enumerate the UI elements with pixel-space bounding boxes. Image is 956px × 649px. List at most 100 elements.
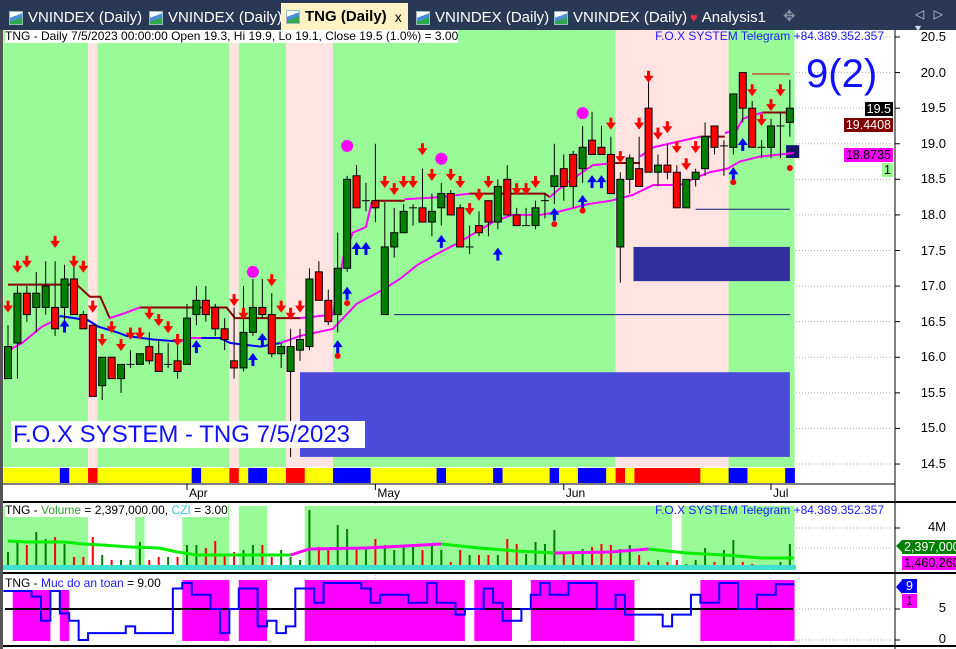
candle-body — [644, 107, 653, 173]
plus-icon[interactable]: ✥ — [783, 8, 796, 25]
sell-arrow-icon — [285, 307, 296, 320]
price-axis-label: 18.0 — [920, 206, 946, 222]
tab-vnindex-2[interactable]: VNINDEX (Daily) — [144, 5, 282, 30]
candle-body — [418, 207, 427, 223]
volume-ma-line — [723, 553, 762, 560]
sell-arrow-icon — [266, 274, 277, 287]
indicator-line-stop — [8, 283, 111, 319]
sell-arrow-icon — [153, 314, 164, 327]
signal-strip-cell — [342, 468, 353, 483]
price-axis-label: 20.5 — [920, 29, 946, 44]
signal-strip-cell — [163, 468, 174, 483]
candle-body — [597, 146, 606, 155]
signal-dot — [579, 207, 586, 214]
tab-tng[interactable]: TNG (Daily) x — [281, 3, 408, 30]
sell-arrow-icon — [276, 300, 287, 313]
sell-arrow-icon — [747, 84, 758, 97]
signal-strip-cell — [643, 468, 654, 483]
volume-ma-line — [64, 540, 84, 546]
signal-strip-cell — [88, 468, 98, 483]
safety-line — [3, 581, 795, 641]
candle-body — [107, 356, 116, 380]
signal-strip-cell — [549, 468, 560, 483]
candle-body — [371, 200, 380, 209]
candle-body — [239, 331, 248, 369]
candle-body — [701, 136, 710, 170]
signal-circle — [341, 139, 354, 152]
signal-strip-cell — [219, 468, 230, 483]
signal-strip-cell — [125, 468, 136, 483]
safety-zone — [59, 580, 70, 641]
candle-body — [691, 171, 700, 180]
price-axis-label: 14.5 — [920, 456, 946, 472]
close-tab-icon[interactable]: x — [394, 8, 402, 25]
volume-ma-line — [516, 549, 555, 555]
chart-icon — [149, 10, 163, 25]
tab-vnindex-1[interactable]: VNINDEX (Daily) — [4, 5, 142, 30]
tab-analysis1[interactable]: ♥ Analysis1 — [686, 5, 766, 30]
candle-body — [69, 278, 78, 316]
safety-zone — [530, 580, 635, 641]
zone-box — [633, 246, 790, 282]
sell-arrow-icon — [690, 141, 701, 154]
close-price-tag: 19.5 — [864, 102, 893, 116]
safety-zone — [182, 580, 230, 641]
signal-strip-cell — [493, 468, 503, 483]
volume-ma-line — [686, 551, 724, 557]
sell-arrow-icon — [398, 176, 409, 189]
signal-strip-cell — [511, 468, 522, 483]
signal-strip-cell — [50, 468, 61, 483]
indicator-line-support — [59, 314, 181, 343]
candle-body — [625, 157, 634, 180]
signal-strip-cell — [370, 468, 381, 483]
buy-arrow-icon — [737, 138, 748, 152]
chart-icon — [554, 10, 568, 25]
sell-arrow-icon — [172, 334, 183, 347]
candle-body — [437, 193, 446, 209]
sell-arrow-icon — [163, 321, 174, 334]
candle-body — [550, 175, 559, 187]
safety-axis-tick-0: 0 — [938, 631, 946, 646]
candle-body — [569, 153, 578, 187]
safety-zone — [304, 580, 465, 641]
signal-strip-cell — [681, 468, 692, 483]
candle-body — [682, 178, 691, 209]
count-label: 9(2) — [806, 52, 878, 96]
safety-zone — [700, 580, 795, 641]
signal-strip-cell — [653, 468, 663, 483]
tab-navigation[interactable]: ◁ ▷ ▾ — [915, 7, 946, 35]
candle-body — [154, 353, 163, 372]
zone-green — [3, 30, 89, 467]
sell-arrow-icon — [106, 321, 117, 334]
chart-icon — [9, 10, 23, 25]
buy-arrow-icon — [549, 207, 560, 221]
tab-vnindex-4[interactable]: VNINDEX (Daily) — [549, 5, 687, 30]
date-label: May — [377, 486, 401, 500]
price-axis-label: 15.0 — [920, 420, 946, 436]
signal-strip-cell — [559, 468, 569, 483]
signal-strip-cell — [587, 468, 598, 483]
price-axis-label: 19.0 — [920, 135, 946, 151]
signal-strip-cell — [257, 468, 268, 483]
signal-strip-cell — [314, 468, 324, 483]
candle-body — [653, 164, 662, 173]
signal-strip-cell — [389, 468, 400, 483]
candle-body — [248, 306, 257, 333]
tab-label: VNINDEX (Daily) — [573, 9, 688, 26]
volume-axis-tick: 4M — [927, 519, 946, 534]
watermark-title: F.O.X SYSTEM - TNG 7/5/2023 — [11, 421, 365, 448]
candle-body — [296, 338, 305, 351]
date-label: Apr — [188, 486, 208, 500]
sell-arrow-icon — [12, 260, 23, 273]
safety-header: TNG - Muc do an toan = 9.00 — [5, 577, 161, 590]
signal-strip-cell — [568, 468, 579, 483]
buy-arrow-icon — [436, 234, 447, 248]
candle-body — [98, 356, 107, 387]
left-border — [0, 30, 3, 649]
sell-arrow-icon — [426, 168, 437, 181]
tab-vnindex-3[interactable]: VNINDEX (Daily) — [411, 5, 549, 30]
signal-strip-cell — [12, 468, 23, 483]
volume-ma-line — [365, 544, 404, 550]
sell-arrow-icon — [643, 70, 654, 83]
